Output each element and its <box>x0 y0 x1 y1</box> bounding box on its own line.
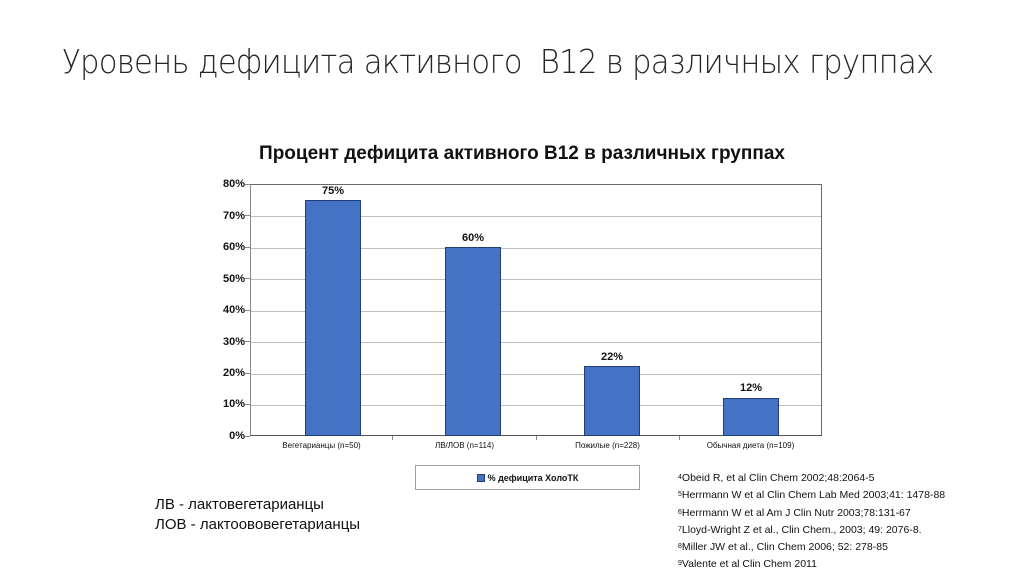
x-tick-mark <box>392 436 393 440</box>
bar-value-label: 75% <box>321 185 345 197</box>
x-category-label: ЛВ/ЛОВ (n=114) <box>434 441 495 450</box>
reference-number: 9 <box>678 560 682 568</box>
gridline-60 <box>251 248 821 249</box>
reference-item: 8Miller JW et al., Clin Chem 2006; 52: 2… <box>678 539 945 556</box>
gridline-50 <box>251 279 821 280</box>
y-tick-mark <box>245 184 250 185</box>
y-tick-mark <box>245 215 250 216</box>
bar-lv-lov <box>445 247 501 436</box>
references-list: 4Obeid R, et al Clin Chem 2002;48:2064-5… <box>678 470 945 574</box>
reference-number: 8 <box>678 543 682 551</box>
y-tick-mark <box>245 310 250 311</box>
gridline-10 <box>251 405 821 406</box>
x-tick-mark <box>536 436 537 440</box>
bar-vegetarians <box>305 200 361 436</box>
reference-text: Valente et al Clin Chem 2011 <box>681 558 817 571</box>
y-tick-label: 60% <box>222 241 245 253</box>
x-category-label: Пожилые (n=228) <box>575 441 640 450</box>
bar-value-label: 60% <box>461 232 485 244</box>
reference-number: 7 <box>678 525 682 533</box>
y-tick-label: 80% <box>222 178 245 190</box>
reference-text: Obeid R, et al Clin Chem 2002;48:2064-5 <box>681 472 875 484</box>
y-tick-mark <box>245 278 250 279</box>
y-tick-label: 70% <box>222 210 245 222</box>
reference-item: 9Valente et al Clin Chem 2011 <box>678 556 945 573</box>
reference-text: Herrmann W et al Clin Chem Lab Med 2003;… <box>681 489 946 502</box>
y-tick-label: 50% <box>222 273 245 285</box>
reference-item: 5Herrmann W et al Clin Chem Lab Med 2003… <box>678 487 945 504</box>
gridline-30 <box>251 342 821 343</box>
x-category-label: Обычная диета (n=109) <box>706 441 795 450</box>
bar-value-label: 12% <box>739 382 763 394</box>
gridline-70 <box>251 216 821 217</box>
bar-elderly <box>584 366 640 436</box>
y-tick-label: 20% <box>222 367 245 379</box>
reference-text: Herrmann W et al Am J Clin Nutr 2003;78:… <box>681 506 911 519</box>
y-tick-label: 40% <box>222 304 245 316</box>
abbreviation-item: ЛОВ - лактоововегетарианцы <box>155 516 361 533</box>
gridline-40 <box>251 311 821 312</box>
y-tick-label: 30% <box>222 336 245 348</box>
reference-number: 5 <box>678 491 682 499</box>
reference-text: Lloyd-Wright Z et al., Clin Chem., 2003;… <box>681 523 922 536</box>
y-tick-label: 0% <box>229 430 245 442</box>
bar-normal-diet <box>723 398 779 436</box>
abbreviation-item: ЛВ - лактовегетарианцы <box>155 496 324 513</box>
legend-swatch-icon <box>476 473 485 482</box>
y-tick-mark <box>245 341 250 342</box>
y-tick-mark <box>245 436 250 437</box>
chart-legend: % дефицита ХолоТК <box>415 465 640 490</box>
y-tick-label: 10% <box>222 398 245 410</box>
x-axis-line <box>250 435 822 436</box>
abbreviations: ЛВ - лактовегетарианцы ЛОВ - лактоововег… <box>155 495 360 535</box>
reference-text: Miller JW et al., Clin Chem 2006; 52: 27… <box>681 541 888 554</box>
reference-item: 6Herrmann W et al Am J Clin Nutr 2003;78… <box>678 505 945 522</box>
bar-value-label: 22% <box>600 351 624 363</box>
y-tick-mark <box>245 373 250 374</box>
gridline-20 <box>251 374 821 375</box>
y-tick-mark <box>245 247 250 248</box>
slide-title: Уровень дефицита активного В12 в различн… <box>62 42 934 81</box>
x-tick-mark <box>679 436 680 440</box>
reference-item: 4Obeid R, et al Clin Chem 2002;48:2064-5 <box>678 470 945 487</box>
legend-label: % дефицита ХолоТК <box>487 472 579 483</box>
reference-number: 6 <box>678 508 682 516</box>
reference-number: 4 <box>678 474 682 481</box>
x-category-label: Вегетарианцы (n=50) <box>282 441 361 450</box>
y-tick-mark <box>245 404 250 405</box>
chart-title: Процент дефицита активного В12 в различн… <box>259 143 785 164</box>
reference-item: 7Lloyd-Wright Z et al., Clin Chem., 2003… <box>678 522 945 539</box>
